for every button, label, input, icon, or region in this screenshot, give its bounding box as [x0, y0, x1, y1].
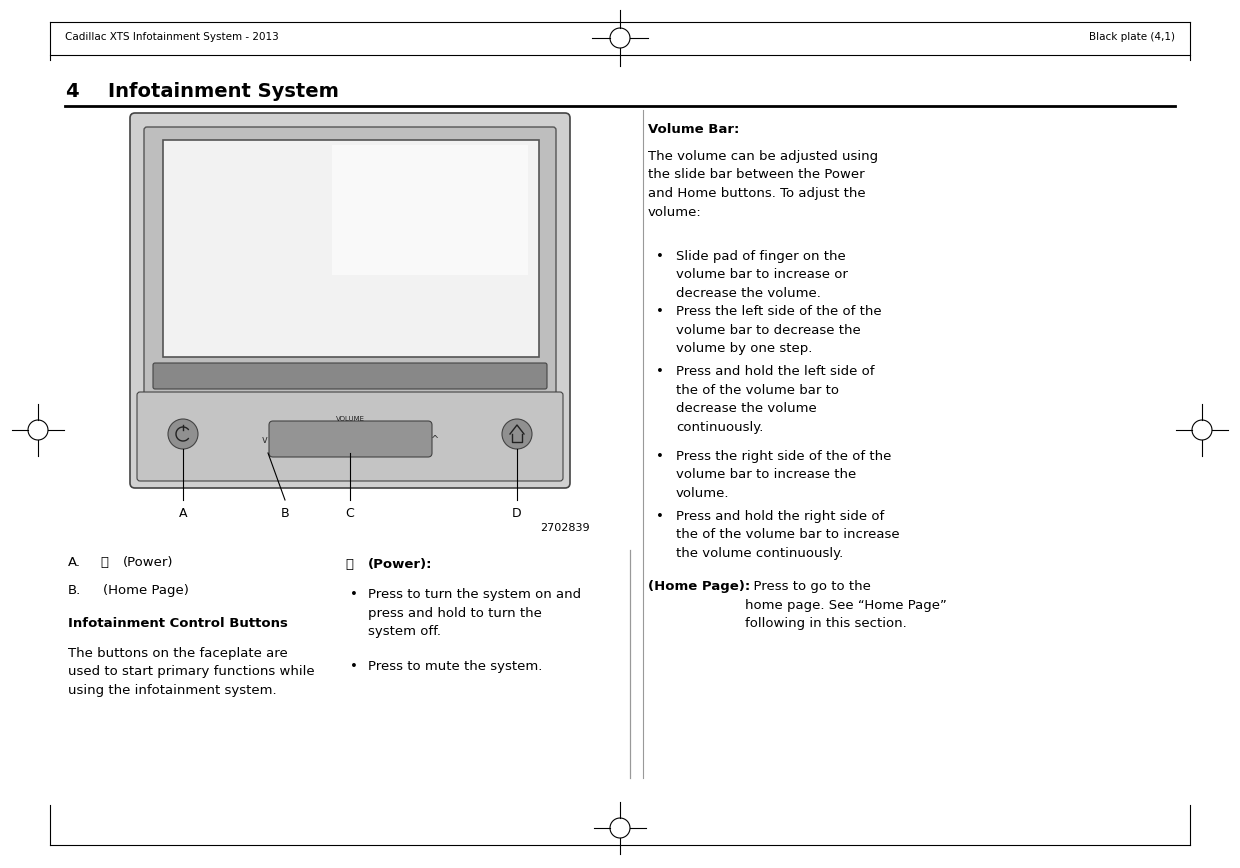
Text: •: •	[656, 450, 663, 463]
Text: •: •	[656, 250, 663, 263]
Bar	[332, 145, 528, 275]
Text: VOLUME: VOLUME	[336, 416, 365, 422]
Circle shape	[502, 419, 532, 449]
Text: ^: ^	[432, 435, 439, 445]
Text: ⏻: ⏻	[345, 558, 353, 571]
Text: Cadillac XTS Infotainment System - 2013: Cadillac XTS Infotainment System - 2013	[64, 32, 279, 42]
Text: The volume can be adjusted using
the slide bar between the Power
and Home button: The volume can be adjusted using the sli…	[649, 150, 878, 219]
Text: (Power):: (Power):	[368, 558, 433, 571]
Text: Press and hold the right side of
the of the volume bar to increase
the volume co: Press and hold the right side of the of …	[676, 510, 900, 560]
Text: •: •	[350, 588, 358, 601]
Text: •: •	[656, 305, 663, 318]
Text: •: •	[656, 365, 663, 378]
Text: (Power): (Power)	[123, 556, 174, 569]
FancyBboxPatch shape	[269, 421, 432, 457]
Text: v: v	[262, 435, 268, 445]
Text: •: •	[350, 660, 358, 673]
Text: Press to mute the system.: Press to mute the system.	[368, 660, 542, 673]
Text: Infotainment System: Infotainment System	[108, 82, 339, 101]
FancyBboxPatch shape	[130, 113, 570, 488]
Circle shape	[167, 419, 198, 449]
Text: Volume Bar:: Volume Bar:	[649, 123, 739, 136]
Text: Press the right side of the of the
volume bar to increase the
volume.: Press the right side of the of the volum…	[676, 450, 892, 500]
FancyBboxPatch shape	[153, 363, 547, 389]
Text: ⏻: ⏻	[100, 556, 108, 569]
Text: Press to turn the system on and
press and hold to turn the
system off.: Press to turn the system on and press an…	[368, 588, 582, 638]
Text: (Home Page):: (Home Page):	[649, 580, 750, 593]
Text: Press and hold the left side of
the of the volume bar to
decrease the volume
con: Press and hold the left side of the of t…	[676, 365, 874, 433]
Text: C: C	[346, 507, 355, 520]
Text: (Home Page): (Home Page)	[103, 584, 188, 597]
Bar	[162, 140, 539, 357]
Text: Slide pad of finger on the
volume bar to increase or
decrease the volume.: Slide pad of finger on the volume bar to…	[676, 250, 848, 300]
Text: Infotainment Control Buttons: Infotainment Control Buttons	[68, 617, 288, 630]
Text: D: D	[512, 507, 522, 520]
FancyBboxPatch shape	[136, 392, 563, 481]
Text: Black plate (4,1): Black plate (4,1)	[1089, 32, 1176, 42]
Text: 2702839: 2702839	[541, 523, 590, 533]
Text: Press the left side of the of the
volume bar to decrease the
volume by one step.: Press the left side of the of the volume…	[676, 305, 882, 355]
Text: The buttons on the faceplate are
used to start primary functions while
using the: The buttons on the faceplate are used to…	[68, 647, 315, 697]
Text: B.: B.	[68, 584, 82, 597]
Text: A.: A.	[68, 556, 81, 569]
Text: A: A	[179, 507, 187, 520]
Text: B: B	[280, 507, 289, 520]
FancyBboxPatch shape	[144, 127, 556, 474]
Text: 4: 4	[64, 82, 78, 101]
Text: •: •	[656, 510, 663, 523]
Text: Press to go to the
home page. See “Home Page”
following in this section.: Press to go to the home page. See “Home …	[745, 580, 947, 630]
